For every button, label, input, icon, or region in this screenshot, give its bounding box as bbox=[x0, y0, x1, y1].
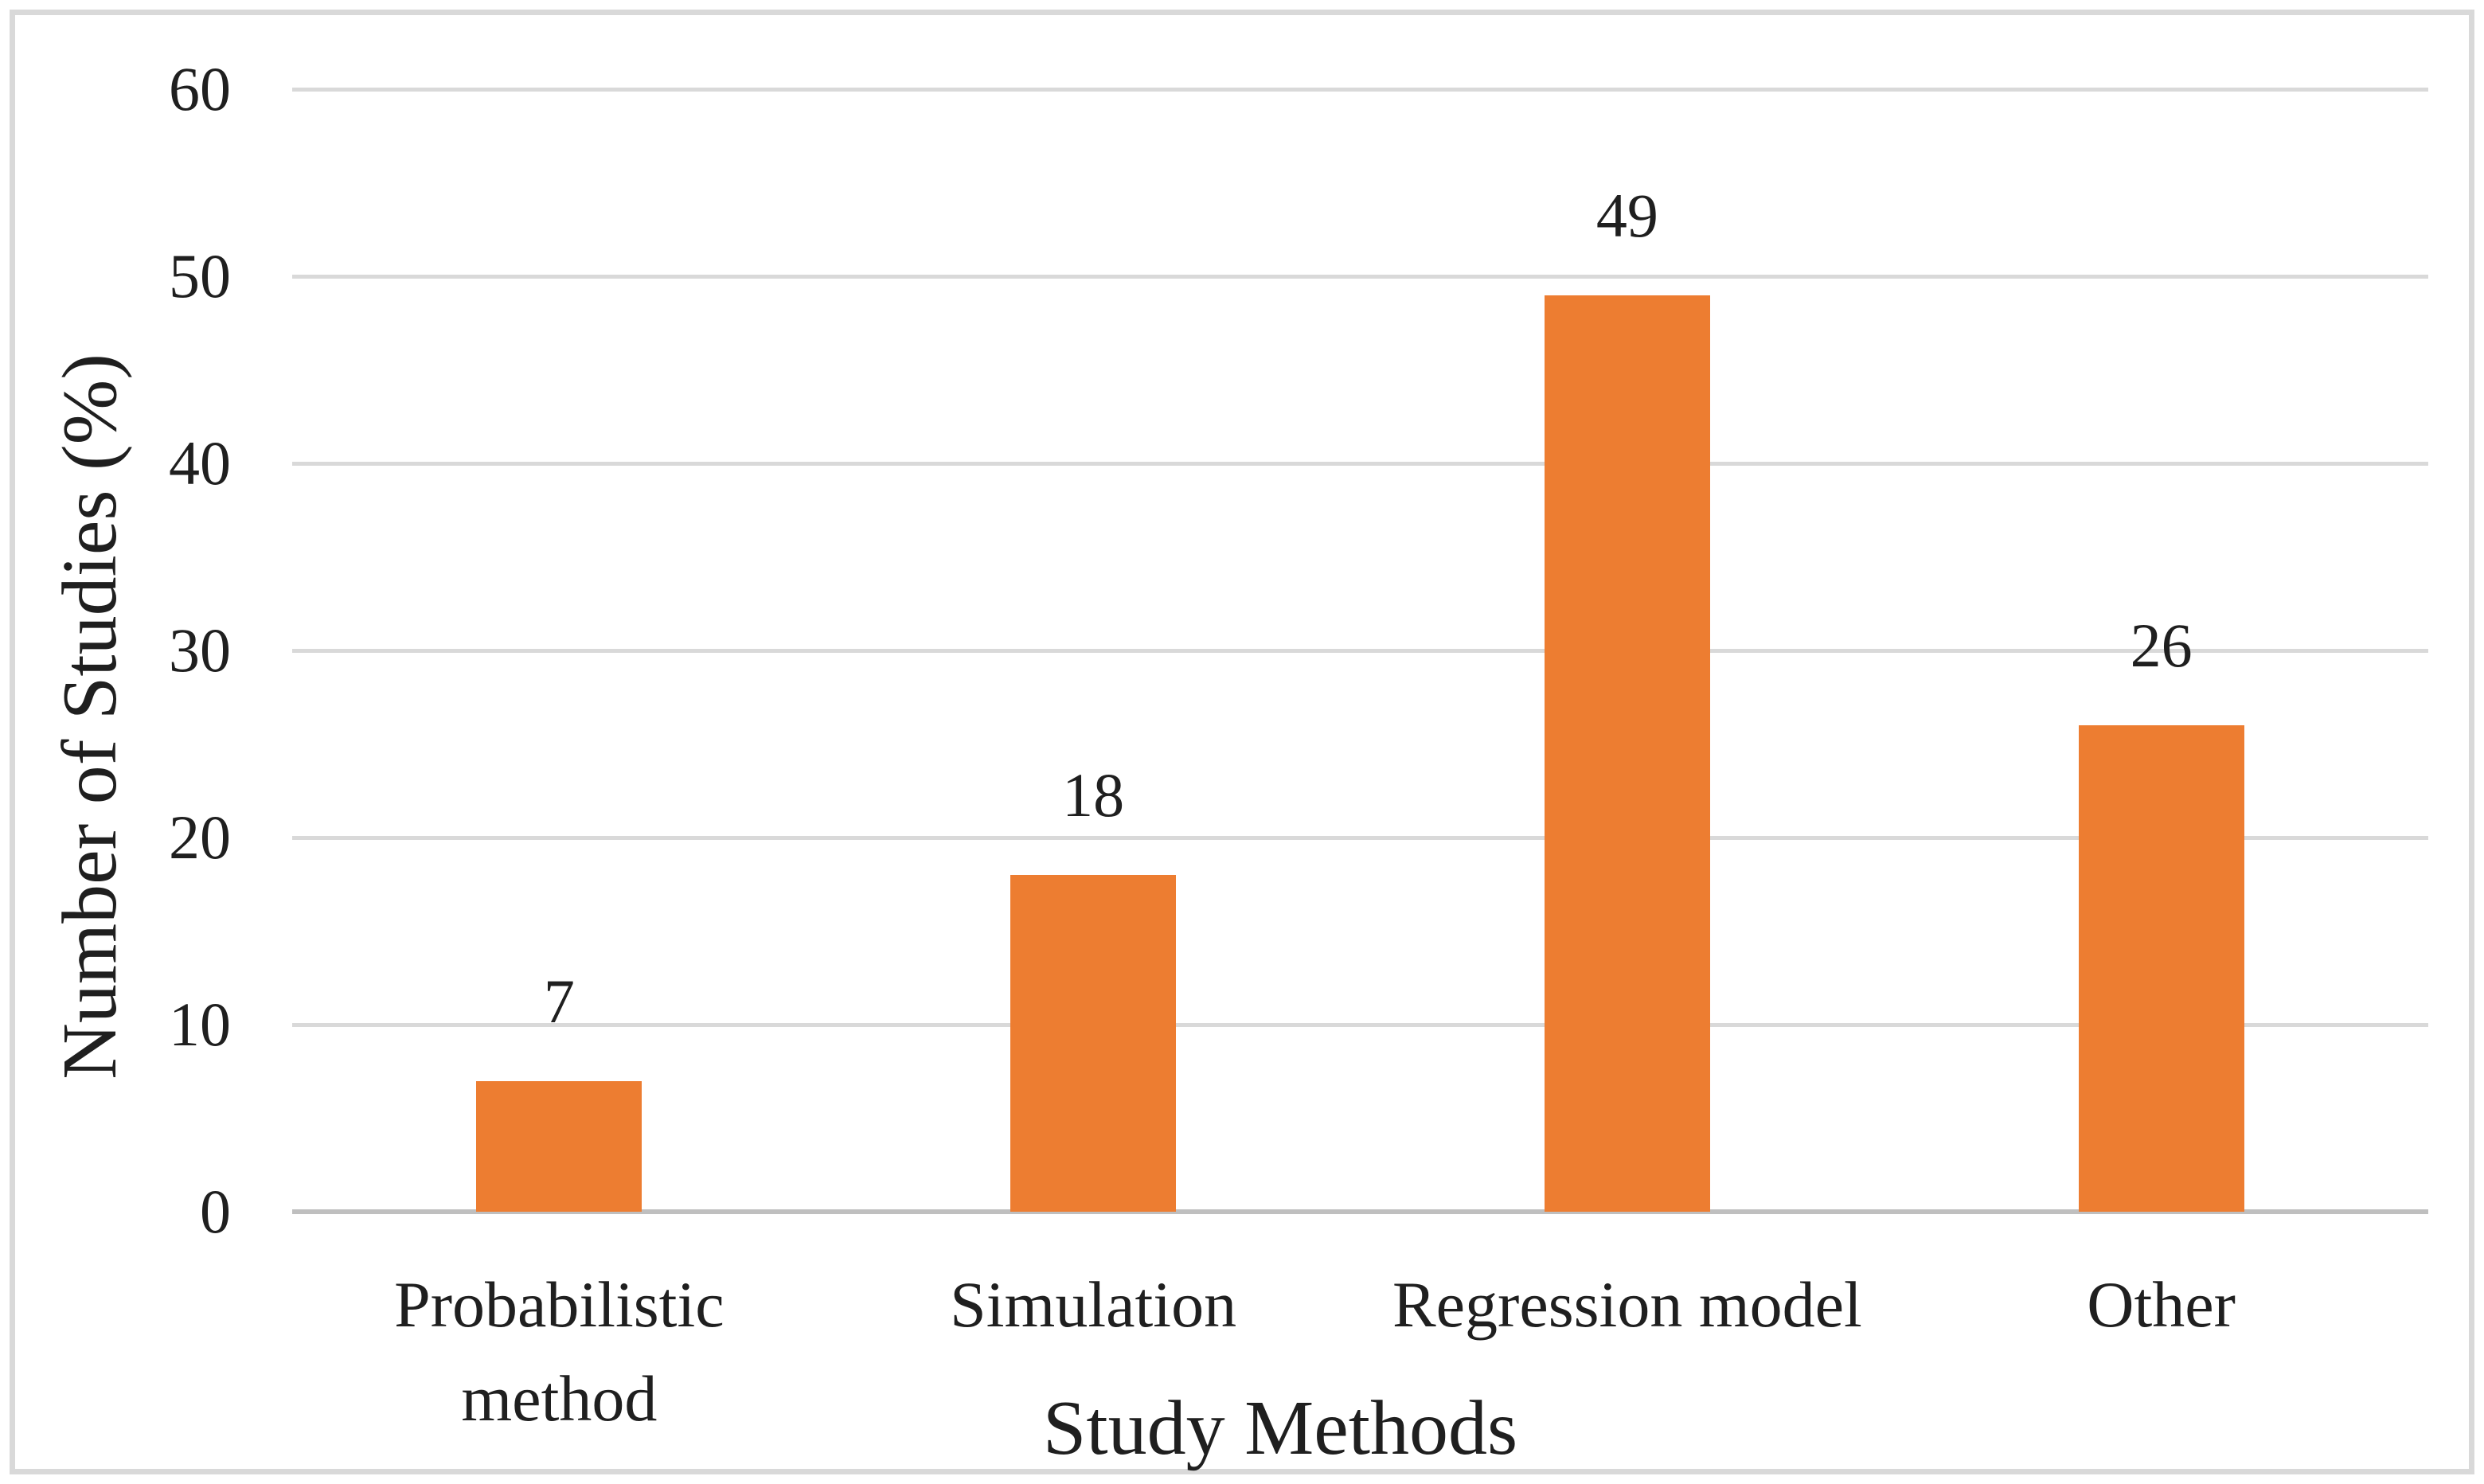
bar-1 bbox=[476, 1080, 642, 1212]
y-tick-label-40: 40 bbox=[169, 428, 231, 498]
x-axis-title: Study Methods bbox=[1042, 1385, 1518, 1471]
x-category-label: Probabilistic method bbox=[394, 1268, 724, 1435]
gridline-50 bbox=[292, 275, 2428, 279]
bar-value-label: 26 bbox=[2130, 611, 2193, 680]
gridline-10 bbox=[292, 1023, 2428, 1027]
gridline-30 bbox=[292, 649, 2428, 653]
y-axis-title: Number of Studies (%) bbox=[47, 353, 133, 1080]
y-tick-label-0: 0 bbox=[200, 1177, 231, 1246]
bar-value-label: 7 bbox=[543, 966, 575, 1036]
x-category-label: Other bbox=[2087, 1268, 2236, 1341]
x-category-label: Regression model bbox=[1392, 1268, 1862, 1341]
gridline-40 bbox=[292, 462, 2428, 466]
chart-border bbox=[10, 10, 2474, 1474]
x-category-label: Simulation bbox=[950, 1268, 1237, 1341]
y-tick-label-60: 60 bbox=[169, 54, 231, 123]
bar-2 bbox=[1010, 875, 1177, 1212]
bar-4 bbox=[2078, 725, 2244, 1212]
y-tick-label-30: 30 bbox=[169, 615, 231, 685]
gridline-60 bbox=[292, 88, 2428, 92]
y-tick-label-10: 10 bbox=[169, 990, 231, 1059]
bar-value-label: 18 bbox=[1062, 760, 1125, 830]
y-tick-label-50: 50 bbox=[169, 241, 231, 310]
gridline-0 bbox=[292, 1209, 2428, 1214]
gridline-20 bbox=[292, 836, 2428, 840]
bar-value-label: 49 bbox=[1595, 180, 1658, 250]
bar-3 bbox=[1544, 295, 1710, 1212]
y-tick-label-20: 20 bbox=[169, 803, 231, 872]
